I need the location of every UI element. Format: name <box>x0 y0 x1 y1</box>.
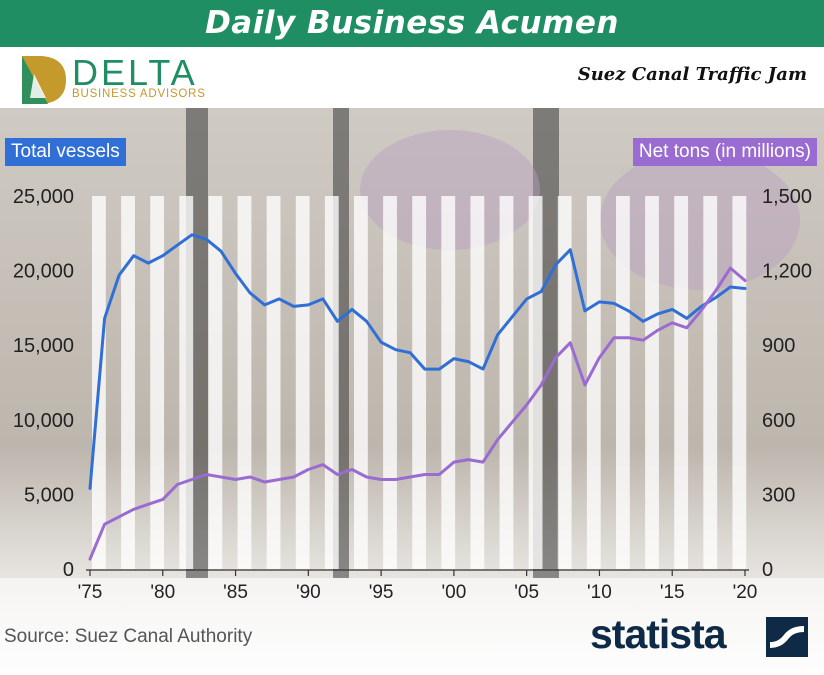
left-axis-tick-label: 25,000 <box>13 186 74 208</box>
chart-stripe <box>383 196 397 569</box>
chart-stripe <box>703 196 718 569</box>
chart-stripe <box>324 196 339 569</box>
logo-tagline: BUSINESS ADVISORS <box>72 88 206 100</box>
x-axis-tick-label: '95 <box>369 582 394 603</box>
chart-stripe <box>732 196 747 569</box>
footer-panel <box>0 578 824 675</box>
x-axis-tick-label: '75 <box>78 582 103 603</box>
chart-stripe <box>266 196 281 569</box>
x-axis-tick-label: '05 <box>514 582 539 603</box>
left-axis-tick-label: 5,000 <box>24 484 74 506</box>
left-axis-label: Total vessels <box>5 138 126 166</box>
series-layer <box>88 233 747 561</box>
right-axis-tick-label: 300 <box>762 484 795 506</box>
chart-stripe <box>179 196 194 569</box>
chart-stripes <box>92 196 747 569</box>
x-axis-tick-label: '90 <box>296 582 321 603</box>
source-note: Source: Suez Canal Authority <box>4 626 253 647</box>
chart-stripe <box>237 196 252 569</box>
statista-logo: statista <box>590 611 810 661</box>
chart-stripe <box>645 196 659 569</box>
statista-wordmark: statista <box>590 611 727 657</box>
chart-stripe <box>586 196 601 569</box>
chart-stripe <box>121 196 135 569</box>
background-foliage <box>600 150 800 290</box>
left-axis-tick-label: 20,000 <box>13 261 74 283</box>
chart-subtitle: Suez Canal Traffic Jam <box>577 64 807 85</box>
chart-stripe <box>412 196 427 569</box>
chart-stripe <box>354 196 368 569</box>
right-axis-tick-label: 600 <box>762 410 795 432</box>
chart-stripe <box>150 196 165 569</box>
chart-stripe <box>295 196 310 569</box>
chart-stripe <box>470 196 485 569</box>
x-axis: '75 '80 '85 '90 '95 '00 '05 '10 '15 '20 <box>78 569 758 603</box>
chart-stripe <box>499 196 514 569</box>
right-axis: 0 300 600 900 1,200 1,500 <box>762 186 812 581</box>
left-axis-tick-label: 15,000 <box>13 335 74 357</box>
delta-logo-mark-icon <box>22 56 66 104</box>
chart-stripe <box>616 196 630 569</box>
net-tons-line <box>88 266 747 561</box>
left-axis-tick-label: 0 <box>63 559 74 581</box>
left-axis: 0 5,000 10,000 15,000 20,000 25,000 <box>13 186 74 581</box>
x-axis-tick-label: '20 <box>733 582 758 603</box>
x-axis-tick-label: '10 <box>587 582 612 603</box>
delta-logo: DELTA BUSINESS ADVISORS <box>20 52 220 106</box>
logo-wordmark: DELTA <box>72 52 198 93</box>
right-axis-tick-label: 1,200 <box>762 261 812 283</box>
total-vessels-line <box>88 233 747 490</box>
chart-stripe <box>674 196 689 569</box>
chart-stripe <box>528 196 543 569</box>
left-axis-tick-label: 10,000 <box>13 410 74 432</box>
x-axis-tick-label: '15 <box>660 582 685 603</box>
right-axis-tick-label: 900 <box>762 335 795 357</box>
chart-stripe <box>557 196 572 569</box>
banner-title: Daily Business Acumen <box>0 0 824 47</box>
right-axis-label: Net tons (in millions) <box>632 138 817 166</box>
x-axis-tick-label: '80 <box>150 582 175 603</box>
x-axis-tick-label: '85 <box>223 582 248 603</box>
chart-stripe <box>441 196 456 569</box>
right-axis-tick-label: 0 <box>762 559 773 581</box>
statista-mark-icon <box>766 617 808 657</box>
right-axis-tick-label: 1,500 <box>762 186 812 208</box>
x-axis-tick-label: '00 <box>442 582 467 603</box>
